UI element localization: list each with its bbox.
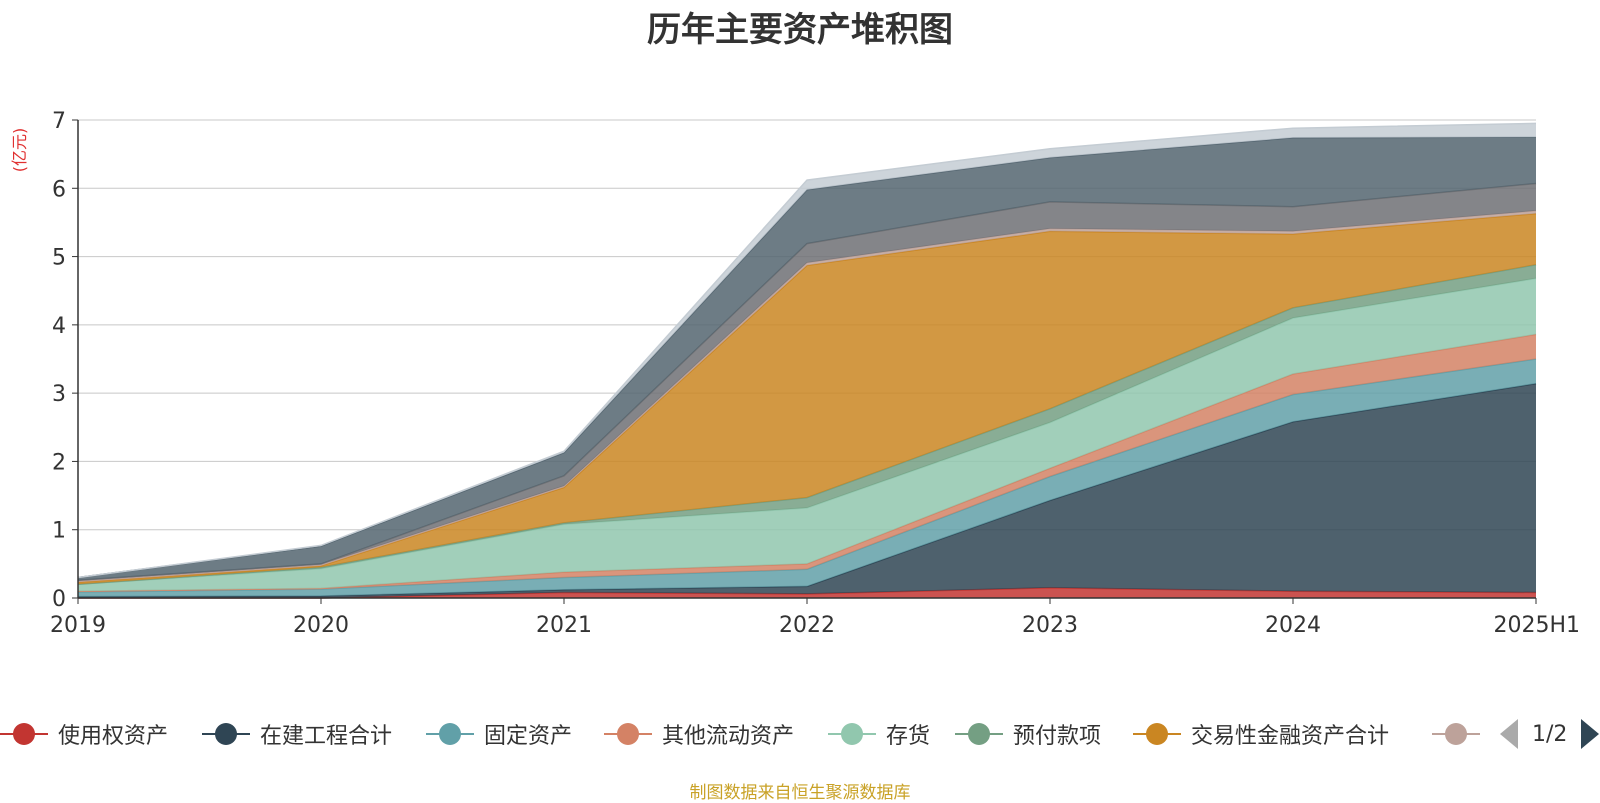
area-series (77, 122, 1537, 599)
area-series-6 (78, 213, 1536, 585)
legend-label: 存货 (886, 724, 931, 749)
y-tick-label: 2 (52, 450, 66, 475)
stacked-area-chart: 0 1 2 3 4 5 6 7 2019 2020 2021 2022 2023 2024 2025H1 (50, 109, 1580, 638)
legend-item[interactable]: 交易性金融资产合计 (1133, 712, 1389, 756)
data-source-note: 制图数据来自恒生聚源数据库 (689, 783, 911, 803)
legend-marker-icon (426, 722, 474, 746)
legend-item[interactable]: 在建工程合计 (202, 712, 392, 756)
y-tick-label: 6 (52, 177, 66, 202)
x-tick-label: 2021 (536, 613, 592, 638)
pager-text: 1/2 (1532, 721, 1568, 747)
legend-label: 预付款项 (1013, 724, 1102, 749)
area-series-3 (78, 334, 1536, 592)
legend-marker-icon (604, 722, 652, 746)
legend: 使用权资产 在建工程合计 固定资产 其他流动资产 存货 预付款项 交易性金融资产合计 (0, 712, 1600, 756)
y-tick-label: 7 (52, 109, 66, 134)
y-tick-label: 4 (52, 314, 66, 339)
axes: 0 1 2 3 4 5 6 7 2019 2020 2021 2022 2023 2024 2025H1 (50, 109, 1580, 638)
y-tick-label: 0 (52, 587, 66, 612)
legend-item[interactable]: 固定资产 (426, 712, 572, 756)
legend-item[interactable]: 存货 (828, 712, 930, 756)
legend-pager: 1/2 (1500, 712, 1600, 756)
area-series-9 (78, 137, 1536, 581)
legend-marker-icon (828, 722, 876, 746)
area-series-line-10 (77, 122, 1537, 579)
pager-prev-icon[interactable] (1500, 719, 1518, 749)
legend-marker-icon (202, 722, 250, 746)
y-tick-label: 5 (52, 246, 66, 271)
legend-marker-icon (1432, 722, 1480, 746)
legend-label: 其他流动资产 (662, 724, 795, 749)
legend-marker-icon (1133, 722, 1181, 746)
area-series-1 (78, 383, 1536, 598)
pager-next-icon[interactable] (1581, 719, 1600, 749)
legend-label: 在建工程合计 (260, 724, 393, 749)
y-tick-label: 1 (52, 519, 66, 544)
legend-item[interactable] (1432, 712, 1490, 756)
area-series-4 (78, 278, 1536, 592)
x-tick-label: 2023 (1022, 613, 1078, 638)
legend-item[interactable]: 预付款项 (955, 712, 1101, 756)
legend-marker-icon (0, 722, 48, 746)
x-tick-label: 2020 (293, 613, 349, 638)
x-tick-label: 2025H1 (1493, 613, 1580, 638)
legend-item[interactable]: 其他流动资产 (604, 712, 794, 756)
area-series-5 (78, 264, 1536, 585)
legend-marker-icon (955, 722, 1003, 746)
x-tick-label: 2022 (779, 613, 835, 638)
y-tick-label: 3 (52, 382, 66, 407)
legend-item[interactable]: 使用权资产 (0, 712, 168, 756)
x-tick-label: 2024 (1265, 613, 1321, 638)
x-tick-label: 2019 (50, 613, 106, 638)
legend-label: 固定资产 (484, 724, 573, 749)
legend-label: 使用权资产 (58, 724, 169, 749)
chart-title: 历年主要资产堆积图 (647, 10, 953, 50)
area-series-2 (78, 359, 1536, 597)
legend-label: 交易性金融资产合计 (1191, 724, 1390, 749)
